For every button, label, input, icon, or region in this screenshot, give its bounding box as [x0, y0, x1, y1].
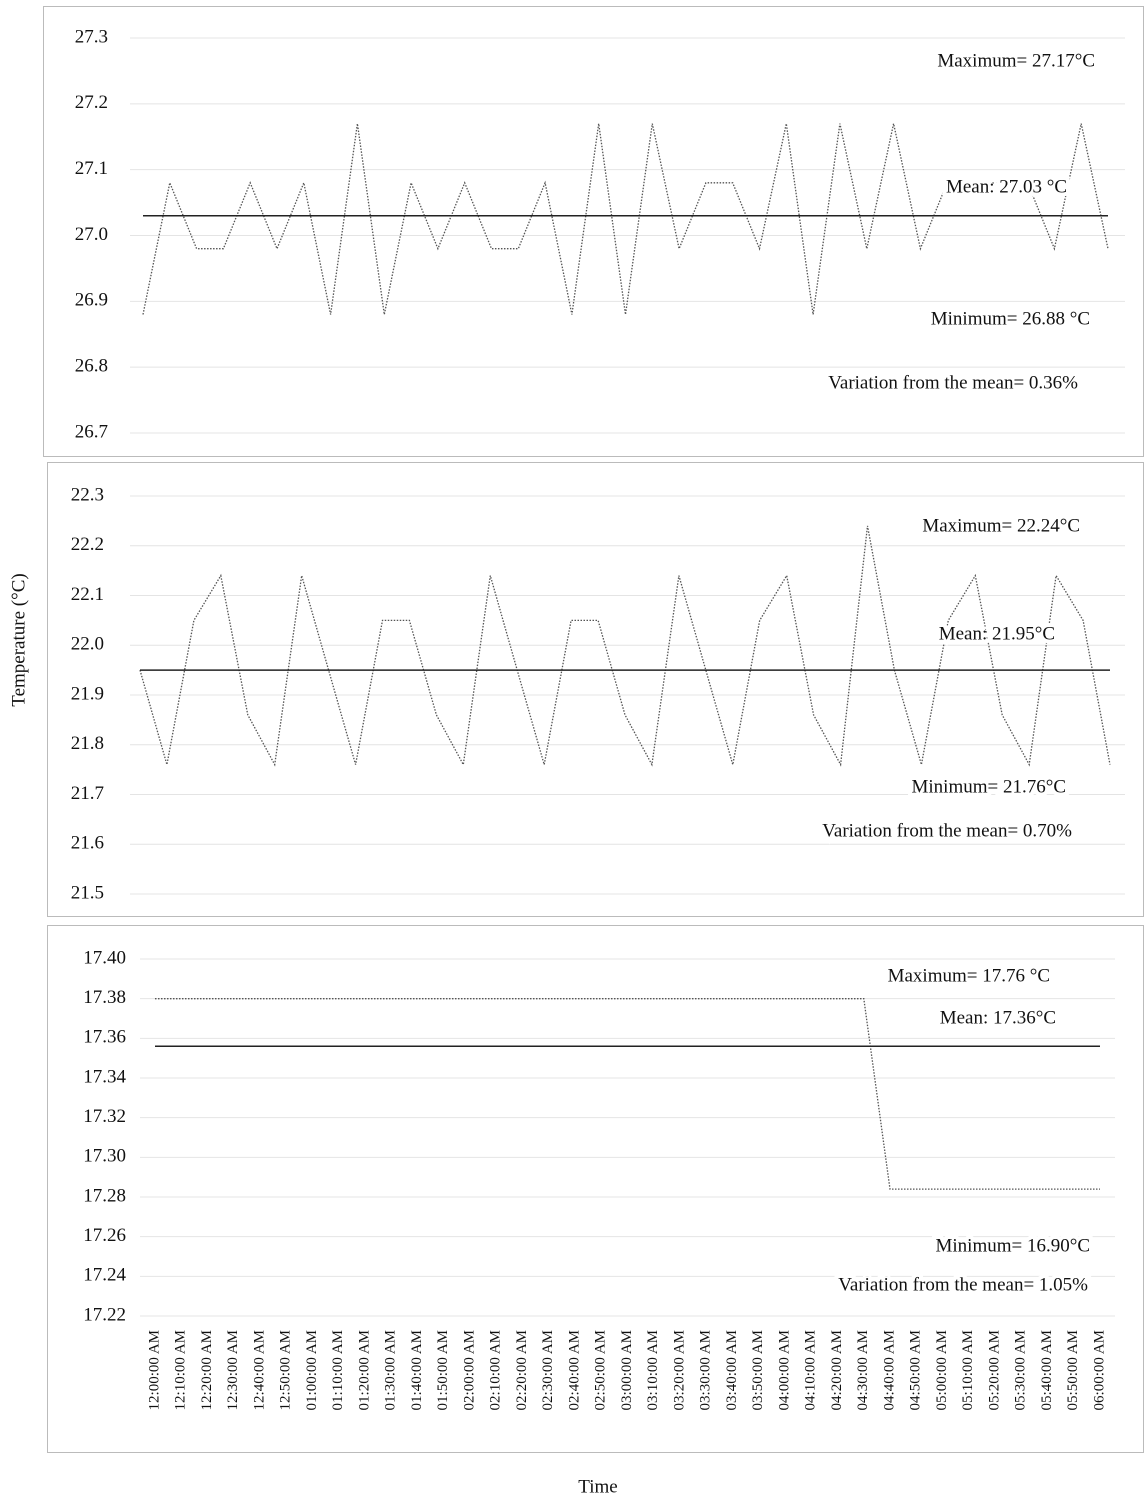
x-tick-label: 03:20:00 AM — [671, 1330, 687, 1410]
y-tick-label: 21.6 — [71, 833, 104, 854]
annotation: Minimum= 21.76°C — [912, 776, 1067, 797]
y-tick-label: 22.3 — [71, 484, 104, 505]
x-tick-label: 03:00:00 AM — [619, 1330, 635, 1410]
panel-frame — [43, 6, 1144, 457]
x-tick-label: 02:20:00 AM — [514, 1330, 530, 1410]
x-tick-label: 04:10:00 AM — [803, 1330, 819, 1410]
y-tick-label: 21.8 — [71, 733, 104, 754]
x-tick-label: 04:40:00 AM — [881, 1330, 897, 1410]
x-tick-label: 12:10:00 AM — [173, 1330, 189, 1410]
y-tick-label: 21.9 — [71, 683, 104, 704]
x-tick-label: 12:50:00 AM — [278, 1330, 294, 1410]
x-tick-label: 12:20:00 AM — [199, 1330, 215, 1410]
x-axis-label: Time — [578, 1476, 617, 1497]
y-tick-label: 17.24 — [83, 1265, 126, 1286]
y-tick-label: 17.32 — [83, 1106, 126, 1127]
annotation: Maximum= 27.17°C — [937, 50, 1095, 71]
y-tick-label: 17.26 — [83, 1225, 126, 1246]
y-tick-label: 26.7 — [75, 421, 108, 442]
y-tick-label: 22.0 — [71, 634, 104, 655]
x-tick-label: 12:30:00 AM — [225, 1330, 241, 1410]
x-tick-label: 05:20:00 AM — [986, 1330, 1002, 1410]
x-tick-label: 02:00:00 AM — [461, 1330, 477, 1410]
annotation: Maximum= 17.76 °C — [888, 965, 1050, 986]
y-tick-label: 17.34 — [83, 1066, 126, 1087]
panel-frame — [47, 925, 1144, 1453]
x-tick-label: 04:30:00 AM — [855, 1330, 871, 1410]
x-tick-label: 04:50:00 AM — [908, 1330, 924, 1410]
x-tick-label: 01:50:00 AM — [435, 1330, 451, 1410]
y-tick-label: 17.40 — [83, 947, 126, 968]
y-tick-label: 26.9 — [75, 290, 108, 311]
x-tick-label: 02:30:00 AM — [540, 1330, 556, 1410]
x-tick-label: 12:40:00 AM — [251, 1330, 267, 1410]
x-tick-label: 04:00:00 AM — [776, 1330, 792, 1410]
annotation: Variation from the mean= 1.05% — [838, 1274, 1088, 1295]
y-tick-label: 26.8 — [75, 356, 108, 377]
x-tick-label: 05:00:00 AM — [934, 1330, 950, 1410]
y-tick-label: 27.1 — [75, 158, 108, 179]
y-tick-label: 27.0 — [75, 224, 108, 245]
y-tick-label: 17.28 — [83, 1185, 126, 1206]
x-tick-label: 02:50:00 AM — [593, 1330, 609, 1410]
annotation: Variation from the mean= 0.36% — [828, 372, 1078, 393]
y-tick-label: 21.7 — [71, 783, 104, 804]
annotation: Minimum= 26.88 °C — [931, 308, 1090, 329]
annotation: Maximum= 22.24°C — [922, 515, 1080, 536]
x-tick-label: 03:40:00 AM — [724, 1330, 740, 1410]
y-axis-label: Temperature (°C) — [8, 573, 29, 706]
y-tick-label: 22.1 — [71, 584, 104, 605]
x-tick-label: 05:30:00 AM — [1013, 1330, 1029, 1410]
y-tick-label: 27.2 — [75, 92, 108, 113]
x-tick-label: 03:10:00 AM — [645, 1330, 661, 1410]
annotation: Mean: 21.95°C — [939, 623, 1055, 644]
x-tick-label: 02:40:00 AM — [566, 1330, 582, 1410]
y-tick-label: 27.3 — [75, 26, 108, 47]
x-tick-label: 01:10:00 AM — [330, 1330, 346, 1410]
y-tick-label: 17.38 — [83, 987, 126, 1008]
y-tick-label: 22.2 — [71, 534, 104, 555]
annotation: Mean: 17.36°C — [940, 1007, 1056, 1028]
y-tick-label: 17.36 — [83, 1027, 126, 1048]
x-tick-label: 01:30:00 AM — [383, 1330, 399, 1410]
x-tick-label: 01:40:00 AM — [409, 1330, 425, 1410]
x-tick-label: 03:30:00 AM — [698, 1330, 714, 1410]
x-tick-label: 05:40:00 AM — [1039, 1330, 1055, 1410]
x-tick-label: 01:00:00 AM — [304, 1330, 320, 1410]
x-tick-label: 12:00:00 AM — [146, 1330, 162, 1410]
x-tick-label: 04:20:00 AM — [829, 1330, 845, 1410]
x-tick-label: 01:20:00 AM — [356, 1330, 372, 1410]
x-tick-label: 06:00:00 AM — [1091, 1330, 1107, 1410]
y-tick-label: 17.30 — [83, 1146, 126, 1167]
x-tick-label: 05:10:00 AM — [960, 1330, 976, 1410]
temperature-line — [142, 123, 1109, 315]
y-tick-label: 21.5 — [71, 882, 104, 903]
annotation: Variation from the mean= 0.70% — [822, 820, 1072, 841]
x-tick-label: 03:50:00 AM — [750, 1330, 766, 1410]
x-tick-label: 05:50:00 AM — [1065, 1330, 1081, 1410]
annotation: Mean: 27.03 °C — [946, 176, 1067, 197]
panel-frame — [47, 462, 1144, 917]
x-tick-label: 02:10:00 AM — [488, 1330, 504, 1410]
temperature-line — [155, 998, 1100, 1190]
annotation: Minimum= 16.90°C — [936, 1235, 1091, 1256]
y-tick-label: 17.22 — [83, 1304, 126, 1325]
